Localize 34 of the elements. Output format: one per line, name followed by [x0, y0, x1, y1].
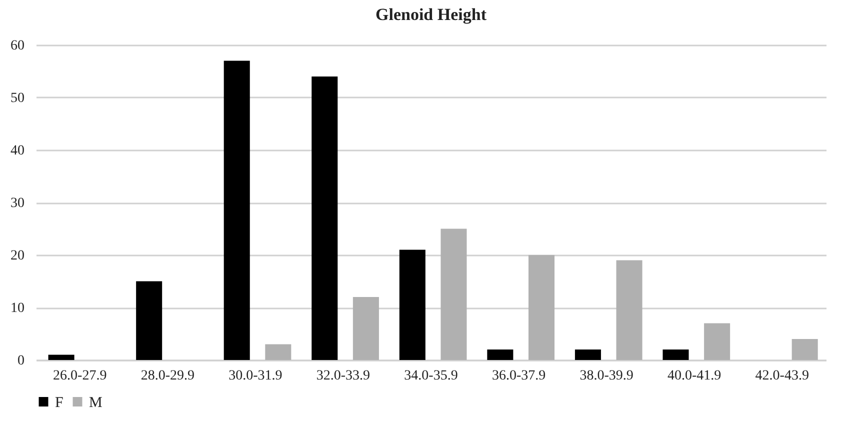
- bar: [48, 354, 74, 360]
- bar: [662, 350, 689, 360]
- x-tick-label: 32.0-33.9: [316, 368, 370, 384]
- y-tick-label: 60: [10, 38, 24, 54]
- bar: [352, 297, 379, 360]
- y-tick-label: 0: [18, 354, 24, 368]
- y-tick-label: 40: [10, 144, 24, 158]
- x-tick-label: 30.0-31.9: [228, 368, 282, 384]
- x-tick-label: 42.0-43.9: [755, 368, 809, 384]
- y-tick-label: 30: [10, 196, 24, 211]
- y-tick-label: 10: [10, 301, 24, 316]
- bar: [312, 76, 338, 360]
- x-tick-label: 36.0-37.9: [492, 368, 546, 384]
- bar: [704, 323, 730, 360]
- bar: [440, 228, 467, 360]
- legend-label: M: [89, 394, 102, 411]
- bar: [574, 350, 601, 360]
- x-tick-label: 26.0-27.9: [53, 368, 107, 384]
- y-tick-label: 20: [10, 248, 24, 264]
- bar: [792, 339, 818, 360]
- bar: [487, 350, 514, 360]
- x-tick-label: 38.0-39.9: [580, 368, 634, 384]
- legend-label: F: [55, 394, 64, 411]
- bar: [528, 255, 555, 360]
- bar: [399, 250, 426, 360]
- x-tick-label: 34.0-35.9: [404, 368, 458, 384]
- chart-title: Glenoid Height: [376, 5, 487, 24]
- x-tick-label: 28.0-29.9: [140, 368, 195, 384]
- x-tick-label: 40.0-41.9: [667, 368, 722, 384]
- y-tick-label: 50: [10, 91, 24, 106]
- bar: [616, 260, 642, 360]
- bar: [265, 344, 292, 360]
- bar: [224, 60, 250, 360]
- bar: [136, 281, 162, 360]
